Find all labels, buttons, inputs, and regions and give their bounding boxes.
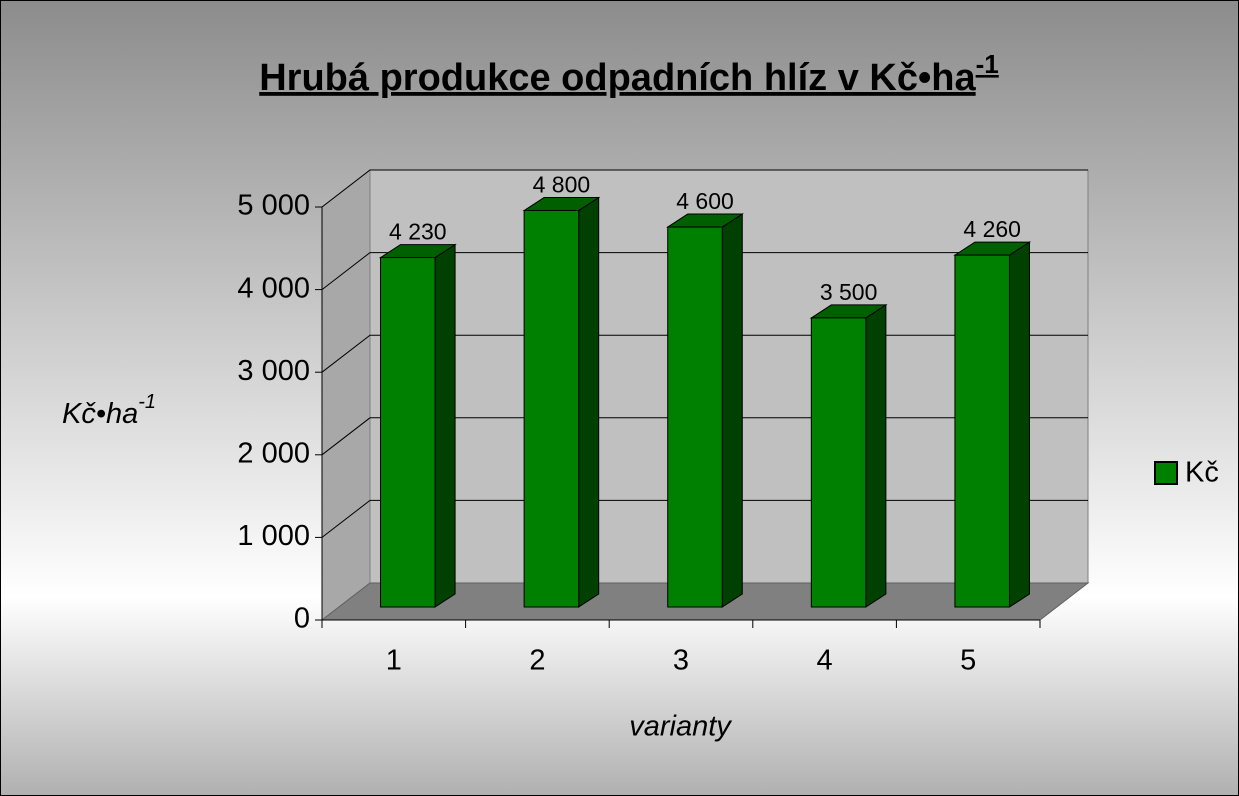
value-label: 4 800 [533,172,591,198]
y-tick-label: 3 000 [237,355,310,387]
grid-line [321,252,1088,290]
title-text: Hrubá produkce odpadních hlíz v Kč•ha [259,57,976,99]
left-wall [321,168,371,622]
x-tick-label: 5 [960,645,976,677]
value-label: 4 600 [676,188,734,214]
x-tick-label: 4 [817,645,833,677]
bar [523,210,580,608]
y-tick-label: 4 000 [237,272,310,304]
bar-side [578,196,600,608]
bar [810,317,867,608]
bar-side [1008,241,1030,608]
bar-side [865,303,887,608]
y-label-text: Kč•ha [62,398,138,430]
x-tick-label: 3 [673,645,689,677]
bar [667,226,723,608]
y-tick-label: 0 [294,603,310,635]
value-label: 4 230 [389,219,447,245]
y-tick-label: 5 000 [237,190,310,222]
value-label: 4 260 [963,216,1021,242]
bar-side [721,213,743,608]
bar [954,254,1010,608]
y-tick-label: 2 000 [237,437,310,469]
grid-line [321,169,1088,208]
legend-label: Kč [1185,457,1219,489]
x-tick-label: 2 [529,645,545,677]
y-axis-label: Kč•ha-1 [62,391,156,429]
title-superscript: -1 [976,49,999,79]
x-tick-label: 1 [386,645,402,677]
y-tick-label: 1 000 [237,520,310,552]
bar-side [434,243,456,608]
legend-swatch [1154,461,1178,485]
value-label: 3 500 [820,279,878,305]
y-label-superscript: -1 [138,391,156,413]
x-axis-label: varianty [629,711,732,743]
bar [380,257,436,608]
chart-title: Hrubá produkce odpadních hlíz v Kč•ha-1 [259,49,999,99]
